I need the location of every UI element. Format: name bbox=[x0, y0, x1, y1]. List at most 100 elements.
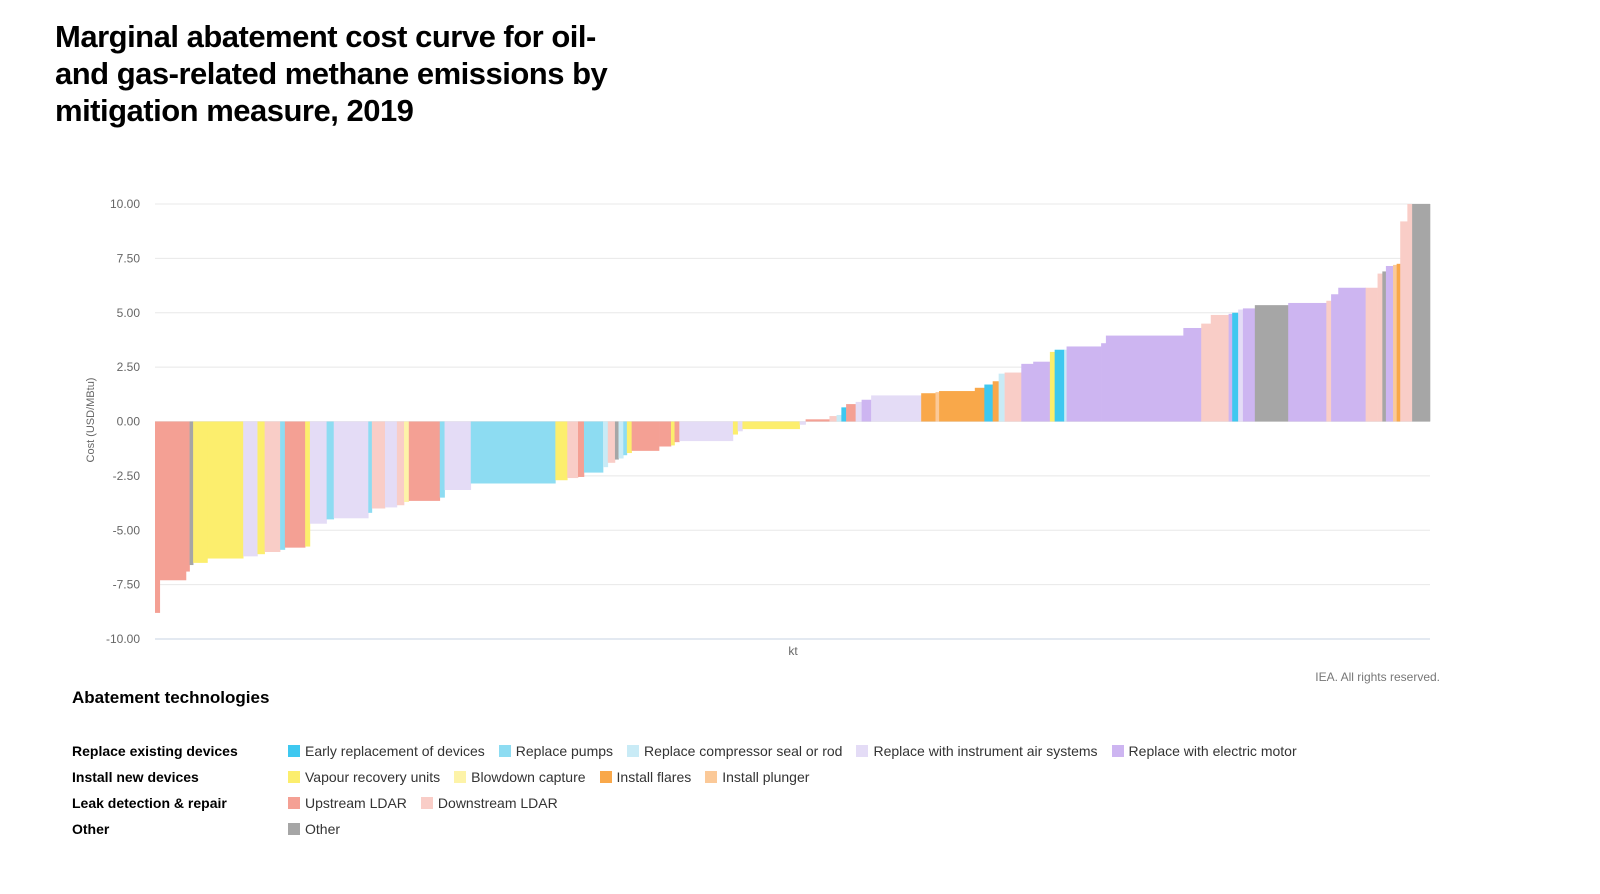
copyright-credit: IEA. All rights reserved. bbox=[1315, 670, 1440, 684]
legend-item-label: Replace with electric motor bbox=[1128, 743, 1297, 759]
bar bbox=[470, 421, 556, 484]
legend-item-label: Install flares bbox=[616, 769, 692, 785]
chart-title: Marginal abatement cost curve for oil- a… bbox=[55, 18, 675, 129]
cost-curve-chart: 10.00 7.50 5.00 2.50 0.00 -2.50 -5.00 -7.50 -10.… bbox=[85, 197, 1431, 658]
bar-series bbox=[155, 204, 1431, 613]
bar bbox=[384, 421, 398, 508]
bar bbox=[1254, 305, 1289, 422]
legend-item-label: Vapour recovery units bbox=[305, 769, 441, 785]
legend-item: Replace compressor seal or rod bbox=[627, 743, 842, 759]
x-axis-label: kt bbox=[788, 644, 798, 658]
bar bbox=[309, 421, 327, 524]
legend-item-label: Downstream LDAR bbox=[437, 795, 558, 811]
bar bbox=[836, 414, 842, 422]
bar bbox=[841, 407, 847, 422]
bar bbox=[408, 421, 441, 501]
bar bbox=[1382, 271, 1387, 422]
bar bbox=[1396, 263, 1401, 422]
legend-swatch bbox=[288, 797, 300, 809]
legend-item: Install flares bbox=[599, 769, 692, 785]
bar bbox=[607, 421, 616, 463]
bar bbox=[799, 421, 806, 425]
legend-item: Blowdown capture bbox=[454, 769, 586, 785]
bar bbox=[1326, 300, 1332, 422]
legend-swatch bbox=[599, 771, 612, 783]
legend-swatch bbox=[705, 771, 718, 783]
legend-swatch bbox=[288, 823, 300, 835]
bar bbox=[578, 421, 585, 477]
bar bbox=[326, 421, 335, 520]
bar bbox=[284, 421, 306, 548]
legend-group-label: Install new devices bbox=[72, 769, 199, 785]
legend-item-label: Replace with instrument air systems bbox=[873, 743, 1098, 759]
bar bbox=[567, 421, 579, 479]
bar bbox=[1377, 273, 1383, 422]
legend-item: Replace pumps bbox=[498, 743, 614, 759]
bar bbox=[371, 421, 386, 509]
bar bbox=[1338, 287, 1366, 422]
legend-item-label: Replace pumps bbox=[515, 743, 614, 759]
bar bbox=[1033, 361, 1051, 422]
bar bbox=[1232, 312, 1239, 422]
bar bbox=[1407, 204, 1413, 422]
legend-item: Upstream LDAR bbox=[288, 795, 407, 811]
y-tick-label: 2.50 bbox=[117, 360, 141, 374]
legend-swatch bbox=[1111, 745, 1124, 757]
bar bbox=[674, 421, 680, 443]
legend-swatch bbox=[627, 745, 640, 757]
y-axis-ticks: 10.00 7.50 5.00 2.50 0.00 -2.50 -5.00 -7.50 -10.… bbox=[106, 197, 140, 646]
legend-row: Other Other bbox=[72, 816, 1311, 842]
bar bbox=[921, 393, 936, 422]
legend-item-label: Upstream LDAR bbox=[305, 795, 407, 811]
bar bbox=[984, 384, 993, 422]
legend-row: Leak detection & repair Upstream LDAR Down… bbox=[72, 790, 1311, 816]
bar bbox=[1400, 221, 1408, 422]
legend-group-label: Leak detection & repair bbox=[72, 795, 227, 811]
y-axis-label: Cost (USD/MBtu) bbox=[85, 378, 97, 463]
legend-item-label: Install plunger bbox=[722, 769, 810, 785]
bar bbox=[603, 421, 609, 468]
bar bbox=[732, 421, 738, 435]
bar bbox=[992, 381, 999, 422]
bar bbox=[1049, 351, 1055, 422]
legend-item: Replace with instrument air systems bbox=[856, 743, 1098, 759]
bar bbox=[257, 421, 265, 555]
bar bbox=[305, 421, 311, 547]
bar bbox=[623, 421, 628, 456]
legend-swatch bbox=[856, 745, 869, 757]
legend-swatch bbox=[454, 771, 467, 783]
bar bbox=[368, 421, 373, 513]
bar bbox=[193, 421, 208, 563]
bar bbox=[737, 421, 743, 432]
bar bbox=[871, 395, 922, 422]
title-line-1: Marginal abatement cost curve for oil- bbox=[55, 19, 596, 54]
legend: Replace existing devices Early replacemen… bbox=[72, 738, 1311, 842]
bar bbox=[439, 421, 445, 498]
bar bbox=[998, 373, 1005, 422]
bar bbox=[1201, 323, 1212, 422]
bar bbox=[939, 391, 976, 422]
bar bbox=[626, 421, 632, 454]
legend-item-label: Early replacement of devices bbox=[305, 743, 485, 759]
bar bbox=[1365, 287, 1378, 422]
y-tick-label: -2.50 bbox=[113, 469, 141, 483]
bar bbox=[1238, 309, 1244, 422]
legend-row: Install new devices Vapour recovery units… bbox=[72, 764, 1311, 790]
bar bbox=[155, 421, 161, 613]
legend-group-label: Replace existing devices bbox=[72, 743, 238, 759]
bar bbox=[555, 421, 568, 481]
bar bbox=[396, 421, 405, 506]
bar bbox=[1210, 314, 1229, 422]
legend-item: Other bbox=[288, 821, 340, 837]
legend-item-label: Blowdown capture bbox=[471, 769, 586, 785]
legend-item: Replace with electric motor bbox=[1111, 743, 1297, 759]
y-tick-label: 10.00 bbox=[110, 197, 140, 211]
bar bbox=[583, 421, 604, 473]
legend-item-label: Replace compressor seal or rod bbox=[644, 743, 843, 759]
bar bbox=[1021, 363, 1034, 422]
bar bbox=[1288, 302, 1327, 422]
bar bbox=[631, 421, 660, 451]
bar bbox=[935, 392, 940, 422]
bar bbox=[1228, 313, 1233, 422]
bar bbox=[670, 421, 675, 446]
